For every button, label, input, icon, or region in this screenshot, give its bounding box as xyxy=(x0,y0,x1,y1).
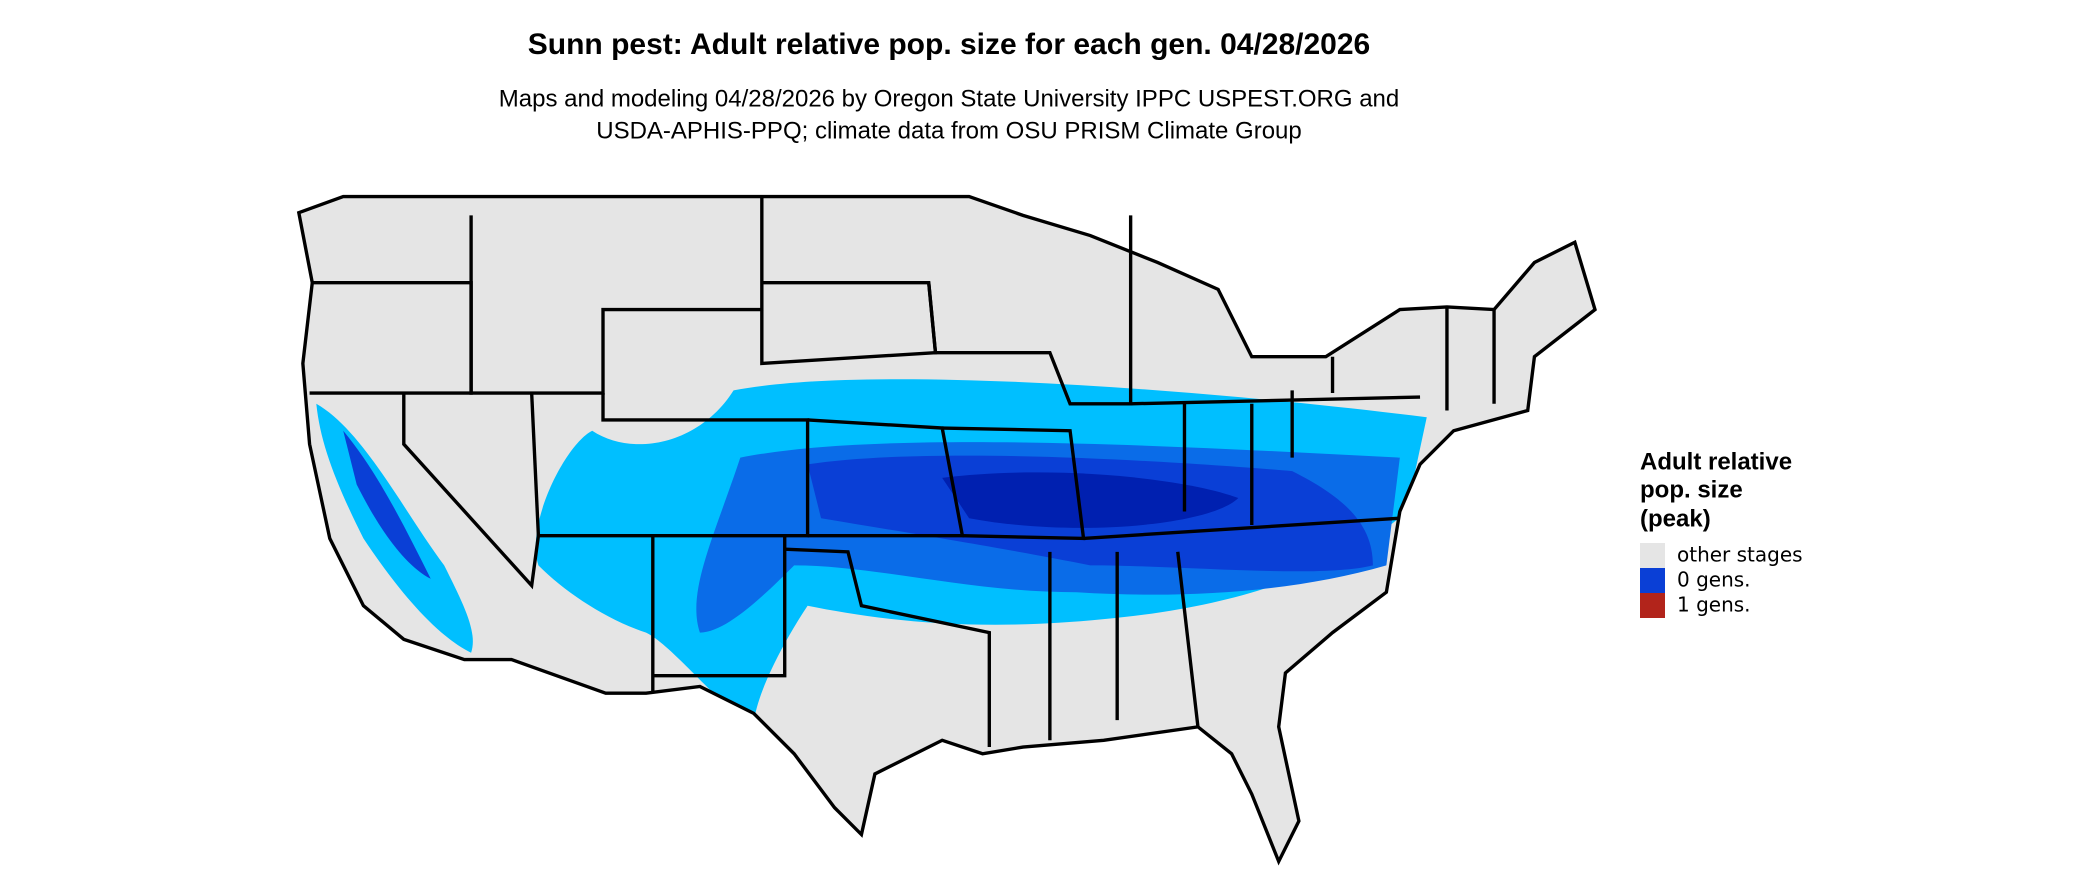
legend-label: 1 gens. xyxy=(1677,593,1751,617)
subtitle: Maps and modeling 04/28/2026 by Oregon S… xyxy=(499,85,1399,112)
legend-swatch xyxy=(1640,568,1665,593)
legend-title: (peak) xyxy=(1640,505,1711,532)
legend-title: pop. size xyxy=(1640,476,1743,503)
us-map xyxy=(296,194,1597,866)
legend-title: Adult relative xyxy=(1640,448,1792,475)
subtitle: USDA-APHIS-PPQ; climate data from OSU PR… xyxy=(596,117,1302,144)
legend-label: other stages xyxy=(1677,543,1803,567)
legend-swatch xyxy=(1640,543,1665,568)
legend-swatch xyxy=(1640,593,1665,618)
legend: Adult relative pop. size (peak) other st… xyxy=(1640,448,1803,618)
legend-label: 0 gens. xyxy=(1677,568,1751,592)
state-borders xyxy=(296,194,1597,866)
map-title: Sunn pest: Adult relative pop. size for … xyxy=(528,28,1370,61)
